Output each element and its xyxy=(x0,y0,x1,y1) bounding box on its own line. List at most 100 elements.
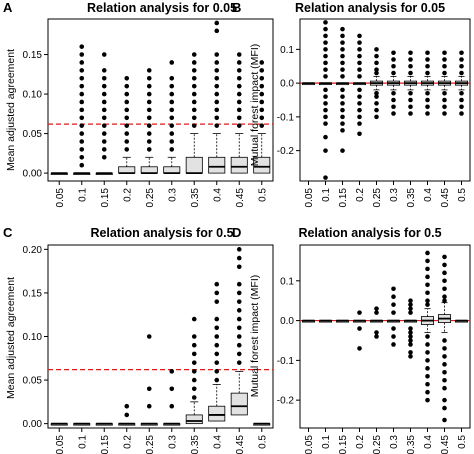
outlier-point xyxy=(425,350,430,355)
outlier-point xyxy=(146,75,152,81)
outlier-point xyxy=(214,360,220,365)
outlier-point xyxy=(191,123,197,128)
x-axis: 0.05 0.1 0.15 0.2 0.25 0.3 0.35 0.4 0.45 0.5 xyxy=(55,181,268,208)
outlier-point xyxy=(124,123,130,128)
outlier-point xyxy=(146,131,152,136)
x-tick-label: 0.45 xyxy=(235,435,246,454)
outlier-point xyxy=(374,94,379,99)
y-tick-label: 0.1 xyxy=(280,45,294,56)
x-tick-label: 0.35 xyxy=(406,188,417,208)
outlier-point xyxy=(214,351,220,357)
outlier-point xyxy=(340,33,345,39)
outlier-point xyxy=(408,302,413,307)
outlier-point xyxy=(374,101,379,106)
outlier-point xyxy=(191,395,197,400)
outlier-point xyxy=(124,83,130,89)
y-axis-label: Mean adjusted agreement xyxy=(5,49,17,171)
outlier-point xyxy=(101,99,107,105)
outlier-point xyxy=(124,147,130,152)
outlier-point xyxy=(442,354,447,359)
outlier-point xyxy=(442,90,447,96)
outlier-point xyxy=(442,278,447,284)
outlier-point xyxy=(236,264,242,270)
outlier-point xyxy=(425,389,430,395)
outlier-point xyxy=(391,70,396,76)
outlier-point xyxy=(340,121,345,126)
outlier-point xyxy=(442,417,447,423)
box-marks xyxy=(300,20,470,180)
x-tick-label: 0.2 xyxy=(122,435,133,449)
outlier-point xyxy=(101,68,107,73)
box xyxy=(253,156,271,174)
y-tick-label: 0.10 xyxy=(23,90,43,101)
outlier-point xyxy=(79,83,85,89)
outlier-point xyxy=(323,101,328,106)
outlier-point xyxy=(425,57,430,62)
outlier-point xyxy=(425,258,430,264)
outlier-point xyxy=(408,306,413,311)
outlier-point xyxy=(357,40,362,45)
x-tick-label: 0.4 xyxy=(423,188,434,202)
outlier-point xyxy=(259,115,265,121)
outlier-point xyxy=(101,52,107,57)
x-tick-label: 0.1 xyxy=(77,188,88,202)
outlier-point xyxy=(442,270,447,276)
outlier-point xyxy=(459,57,464,62)
outlier-point xyxy=(408,104,413,110)
outlier-point xyxy=(425,302,430,307)
outlier-point xyxy=(101,131,107,136)
box xyxy=(118,166,136,174)
outlier-point xyxy=(357,346,362,351)
outlier-point xyxy=(408,57,413,62)
outlier-point xyxy=(340,74,345,79)
outlier-point xyxy=(442,262,447,268)
outlier-point xyxy=(124,412,130,418)
outlier-point xyxy=(323,121,328,126)
outlier-point xyxy=(101,147,107,152)
outlier-point xyxy=(374,114,379,120)
outlier-point xyxy=(236,325,242,331)
outlier-point xyxy=(214,91,220,97)
outlier-point xyxy=(101,83,107,89)
outlier-point xyxy=(79,91,85,97)
x-tick-label: 0.4 xyxy=(212,188,223,202)
outlier-point xyxy=(357,74,362,79)
outlier-point xyxy=(214,299,220,304)
box-marks xyxy=(48,20,273,175)
outlier-point xyxy=(425,70,430,76)
outlier-point xyxy=(340,107,345,113)
outlier-point xyxy=(442,50,447,56)
outlier-point xyxy=(214,123,220,128)
outlier-point xyxy=(146,99,152,105)
outlier-point xyxy=(101,123,107,128)
outlier-point xyxy=(357,53,362,59)
y-axis: 0.00 0.05 0.10 0.15 xyxy=(23,50,48,180)
outlier-point xyxy=(340,87,345,93)
outlier-point xyxy=(169,386,175,392)
outlier-point xyxy=(124,139,130,144)
outlier-point xyxy=(323,134,328,140)
outlier-point xyxy=(79,147,85,152)
outlier-point xyxy=(357,121,362,126)
outlier-point xyxy=(374,70,379,76)
outlier-point xyxy=(236,91,242,97)
outlier-point xyxy=(323,33,328,39)
outlier-point xyxy=(169,60,175,65)
outlier-point xyxy=(425,366,430,371)
y-axis-label: Mean adjusted agreement xyxy=(5,277,17,399)
outlier-point xyxy=(391,90,396,96)
box-marks xyxy=(300,250,470,423)
outlier-point xyxy=(236,99,242,105)
outlier-point xyxy=(191,99,197,105)
x-tick-label: 0.5 xyxy=(457,188,468,202)
outlier-point xyxy=(340,40,345,45)
x-tick-label: 0.4 xyxy=(212,435,223,449)
outlier-point xyxy=(214,107,220,113)
x-tick-label: 0.35 xyxy=(190,188,201,208)
outlier-point xyxy=(459,70,464,76)
outlier-point xyxy=(408,63,413,69)
outlier-point xyxy=(214,281,220,287)
box xyxy=(185,414,203,425)
outlier-point xyxy=(169,131,175,136)
